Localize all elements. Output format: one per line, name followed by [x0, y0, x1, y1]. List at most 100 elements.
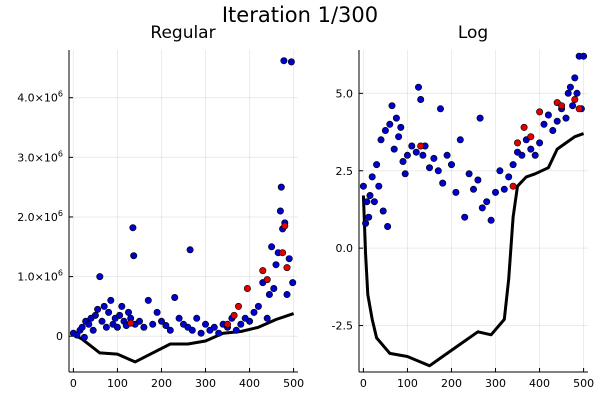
blue-point: [377, 136, 385, 144]
x-tick-label: 200: [151, 377, 172, 390]
blue-point: [487, 216, 495, 224]
blue-point: [368, 173, 376, 181]
blue-point: [116, 311, 124, 319]
y-tick-mantissa: 4.0×10: [17, 92, 58, 105]
blue-point: [461, 213, 469, 221]
red-point: [127, 319, 135, 327]
y-tick-mantissa: 0.0: [336, 242, 354, 255]
blue-point: [272, 261, 280, 269]
blue-point: [365, 213, 373, 221]
x-tick-label: 0: [360, 377, 367, 390]
red-point: [417, 142, 425, 150]
blue-point: [250, 308, 258, 316]
blue-point: [478, 204, 486, 212]
y-tick-exponent: 6: [58, 209, 63, 218]
y-tick-exponent: 6: [58, 269, 63, 278]
red-point: [224, 320, 232, 328]
blue-point: [496, 167, 504, 175]
blue-point: [573, 89, 581, 97]
blue-point: [375, 182, 383, 190]
blue-point: [379, 207, 387, 215]
y-tick-mantissa: 2.5: [336, 165, 354, 178]
blue-point: [96, 273, 104, 281]
series-line: [72, 312, 295, 364]
blue-point: [277, 183, 285, 191]
red-point: [520, 123, 528, 131]
blue-point: [149, 320, 157, 328]
blue-point: [263, 314, 271, 322]
blue-point: [166, 326, 174, 334]
blue-point: [140, 323, 148, 331]
blue-point: [246, 317, 254, 325]
blue-point: [395, 133, 403, 141]
blue-point: [553, 117, 561, 125]
blue-point: [544, 111, 552, 119]
blue-point: [136, 317, 144, 325]
blue-point: [175, 314, 183, 322]
blue-point: [362, 219, 370, 227]
blue-point: [197, 329, 205, 337]
blue-point: [527, 145, 535, 153]
y-tick-mantissa: 1.0×10: [17, 271, 58, 284]
blue-point: [571, 74, 579, 82]
blue-point: [232, 326, 240, 334]
blue-point: [366, 192, 374, 200]
y-tick-label: 4.0×106: [17, 90, 63, 105]
blue-point: [373, 161, 381, 169]
blue-point: [270, 284, 278, 292]
figure-title: Iteration 1/300: [222, 3, 378, 27]
blue-point: [392, 114, 400, 122]
blue-point: [100, 302, 108, 310]
blue-point: [419, 151, 427, 159]
blue-point: [443, 151, 451, 159]
blue-point: [505, 173, 513, 181]
blue-point: [401, 170, 409, 178]
red-point: [283, 264, 291, 272]
blue-point: [390, 145, 398, 153]
blue-point: [388, 102, 396, 110]
blue-point: [452, 188, 460, 196]
red-point: [230, 311, 238, 319]
blue-point: [434, 167, 442, 175]
blue-point: [469, 185, 477, 193]
blue-point: [408, 142, 416, 150]
x-tick-label: 500: [573, 377, 594, 390]
blue-point: [107, 296, 115, 304]
y-tick-label: 2.5: [336, 165, 354, 178]
blue-point: [456, 136, 464, 144]
blue-point: [237, 320, 245, 328]
y-tick-label: 2.0×106: [17, 209, 63, 224]
blue-point: [287, 58, 295, 66]
red-point: [243, 284, 251, 292]
chart-title-log: Log: [458, 23, 488, 43]
y-tick-label: 0: [56, 330, 63, 343]
blue-point: [283, 290, 291, 298]
blue-point: [381, 127, 389, 135]
blue-point: [403, 151, 411, 159]
blue-point: [412, 148, 420, 156]
blue-point: [268, 243, 276, 251]
blue-point: [569, 102, 577, 110]
blue-point: [254, 302, 262, 310]
blue-point: [370, 198, 378, 206]
x-tick-label: 400: [529, 377, 550, 390]
blue-point: [363, 198, 371, 206]
blue-point: [436, 105, 444, 113]
red-point: [281, 222, 289, 230]
blue-point: [447, 161, 455, 169]
blue-point: [491, 188, 499, 196]
blue-point: [483, 198, 491, 206]
blue-point: [85, 320, 93, 328]
blue-point: [465, 170, 473, 178]
blue-point: [280, 57, 288, 65]
blue-point: [359, 182, 367, 190]
blue-point: [417, 96, 425, 104]
blue-point: [562, 114, 570, 122]
blue-point: [580, 52, 588, 60]
blue-point: [289, 279, 297, 287]
blue-point: [509, 161, 517, 169]
y-tick-exponent: 6: [58, 90, 63, 99]
blue-point: [162, 321, 170, 329]
red-point: [571, 96, 579, 104]
